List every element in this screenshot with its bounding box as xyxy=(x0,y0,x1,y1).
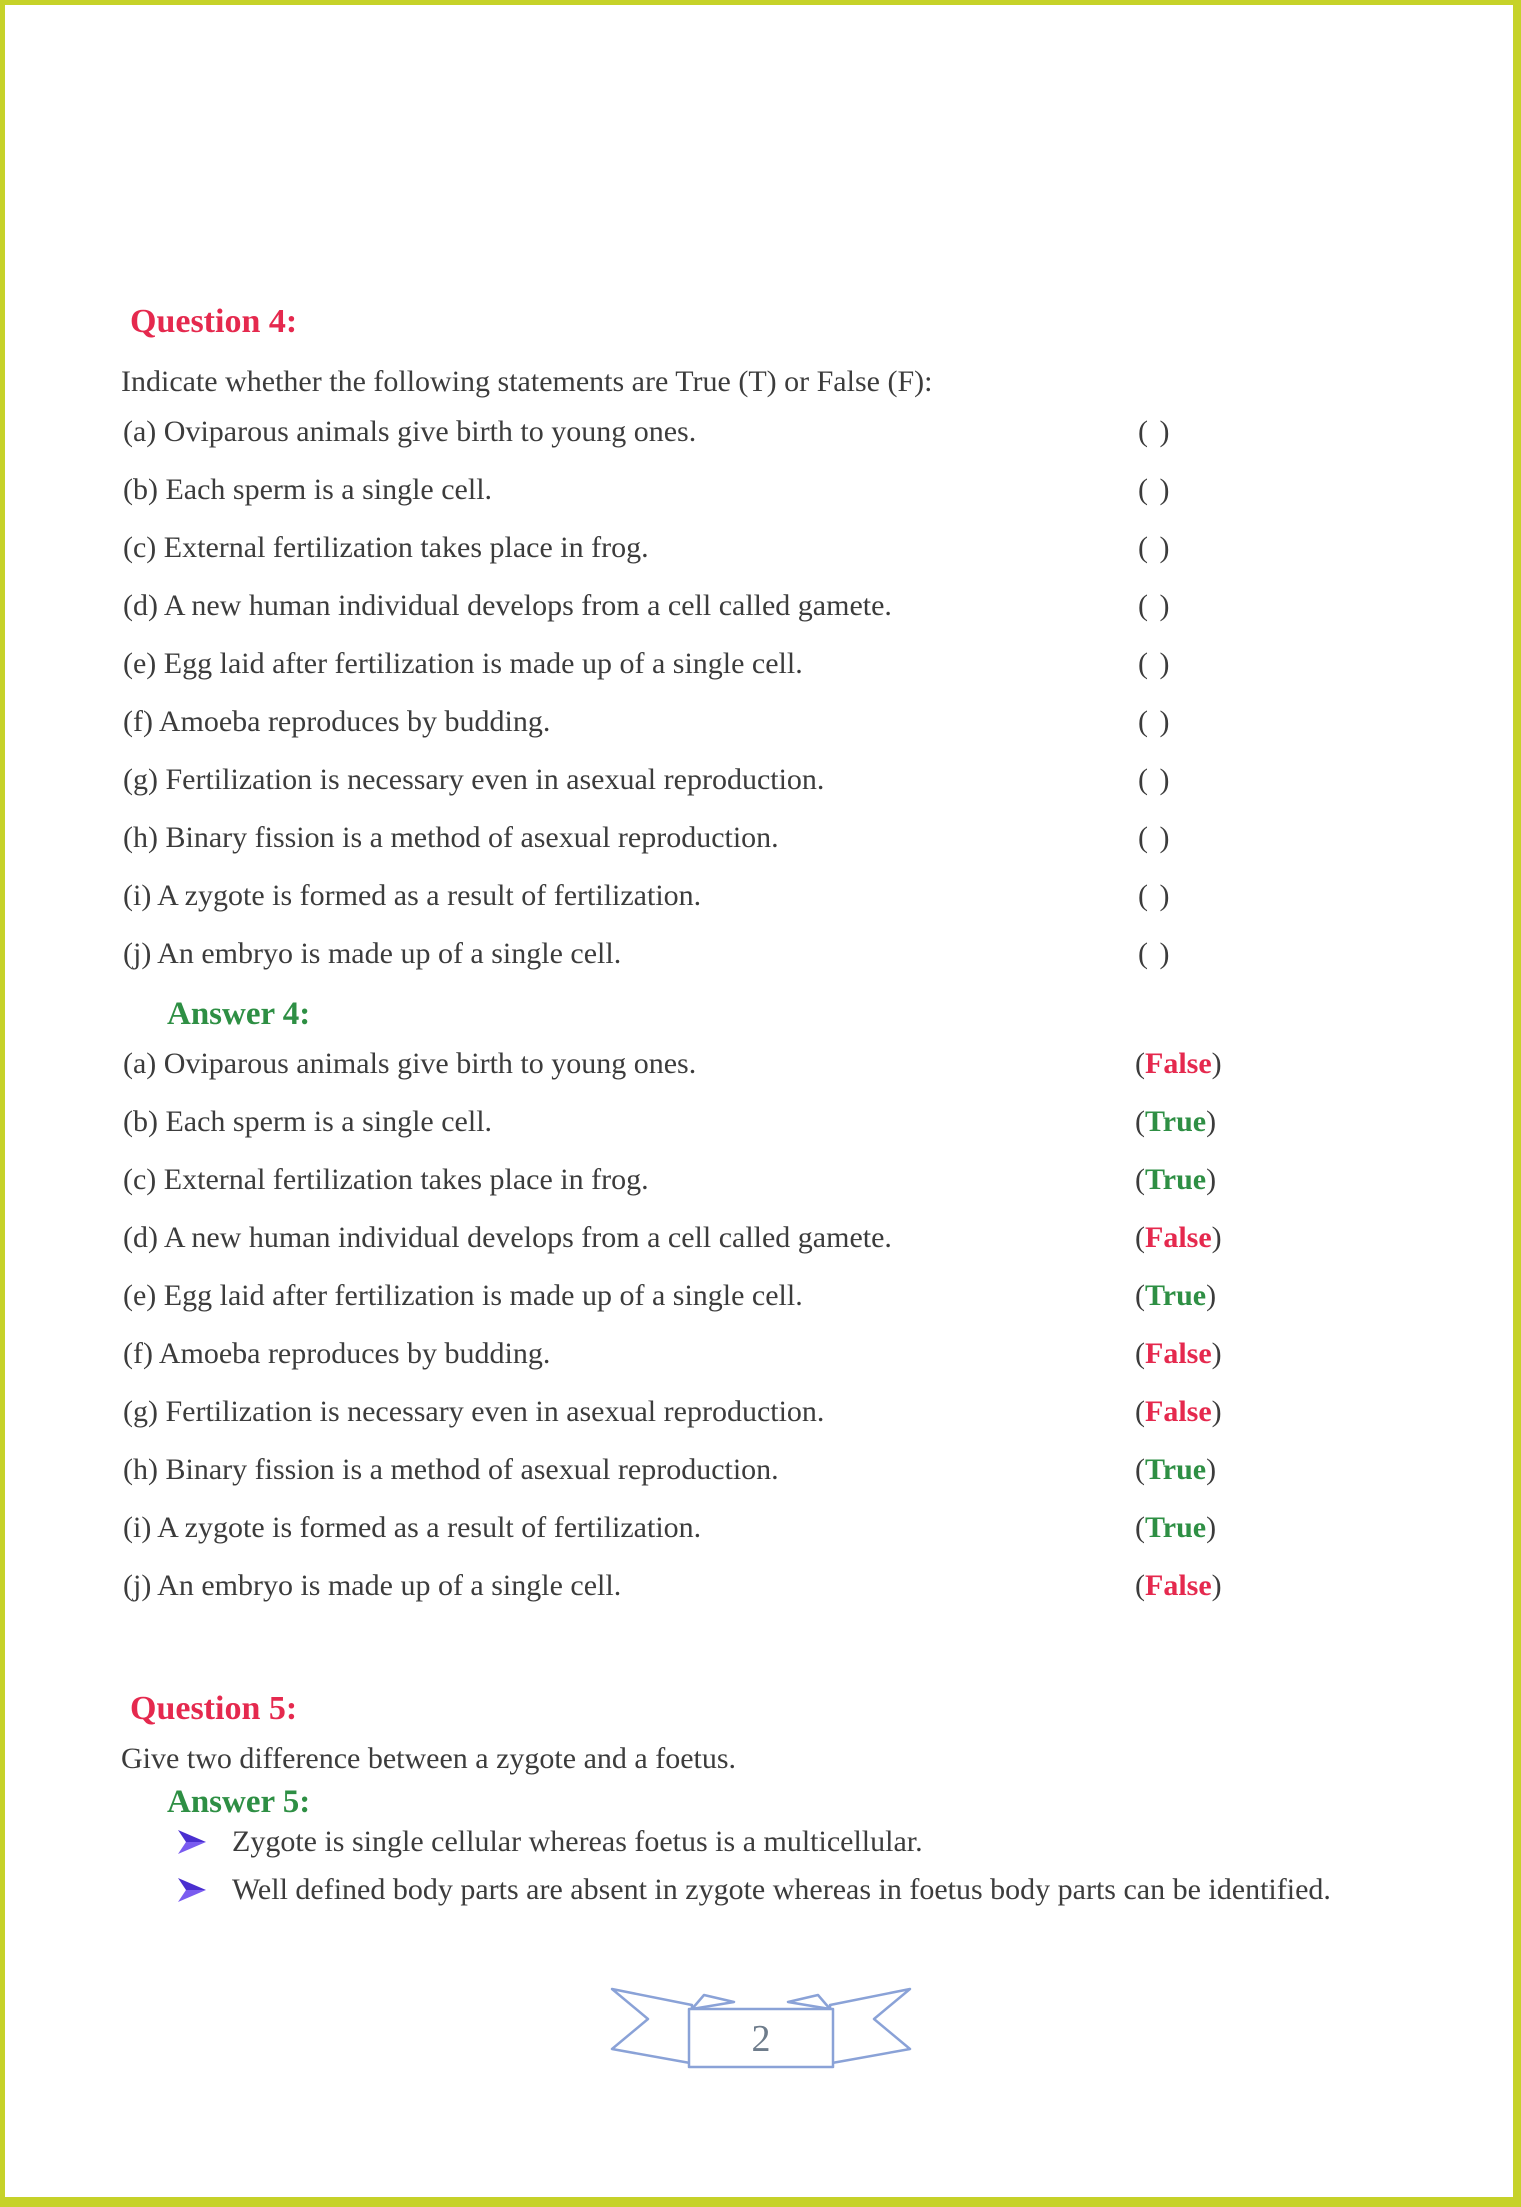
answer-value: (False) xyxy=(1135,1047,1222,1080)
answer4-title: Answer 4: xyxy=(167,996,311,1032)
answer-text: (d) A new human individual develops from… xyxy=(123,1221,892,1254)
blank-slot: ( ) xyxy=(1138,937,1172,970)
blank-slot: ( ) xyxy=(1138,879,1172,912)
arrowhead-right-icon xyxy=(178,1878,206,1902)
question5-body: Give two difference between a zygote and… xyxy=(121,1742,737,1775)
answer-text: (e) Egg laid after fertilization is made… xyxy=(123,1279,803,1312)
blank-slot: ( ) xyxy=(1138,589,1172,622)
statement-text: (a) Oviparous animals give birth to youn… xyxy=(123,415,697,448)
statement-text: (g) Fertilization is necessary even in a… xyxy=(123,763,825,796)
statement-text: (e) Egg laid after fertilization is made… xyxy=(123,647,803,680)
arrowhead-right-icon xyxy=(178,1830,206,1854)
blank-slot: ( ) xyxy=(1138,821,1172,854)
answer-value: (False) xyxy=(1135,1395,1222,1428)
answer-value: (False) xyxy=(1135,1337,1222,1370)
blank-slot: ( ) xyxy=(1138,473,1172,506)
answer-text: (c) External fertilization takes place i… xyxy=(123,1163,649,1196)
answer-row: (c) External fertilization takes place i… xyxy=(0,1160,1521,1202)
page-number-ribbon: 2 xyxy=(602,1983,920,2083)
answer-text: (h) Binary fission is a method of asexua… xyxy=(123,1453,779,1486)
statement-row: (a) Oviparous animals give birth to youn… xyxy=(0,412,1521,454)
answer-text: (a) Oviparous animals give birth to youn… xyxy=(123,1047,697,1080)
statement-row: (b) Each sperm is a single cell. ( ) xyxy=(0,470,1521,512)
blank-slot: ( ) xyxy=(1138,415,1172,448)
bullet-text: Well defined body parts are absent in zy… xyxy=(232,1873,1331,1906)
bullet-text: Zygote is single cellular whereas foetus… xyxy=(232,1825,923,1858)
answer-value: (True) xyxy=(1135,1453,1217,1486)
answer-row: (h) Binary fission is a method of asexua… xyxy=(0,1450,1521,1492)
statement-row: (h) Binary fission is a method of asexua… xyxy=(0,818,1521,860)
statement-row: (i) A zygote is formed as a result of fe… xyxy=(0,876,1521,918)
answer5-title: Answer 5: xyxy=(167,1784,311,1820)
question5-title: Question 5: xyxy=(130,1690,298,1727)
answer-row: (e) Egg laid after fertilization is made… xyxy=(0,1276,1521,1318)
answer-text: (f) Amoeba reproduces by budding. xyxy=(123,1337,551,1370)
statement-row: (c) External fertilization takes place i… xyxy=(0,528,1521,570)
ribbon-banner-icon: 2 xyxy=(610,1987,912,2069)
statement-text: (f) Amoeba reproduces by budding. xyxy=(123,705,551,738)
answer-row: (d) A new human individual develops from… xyxy=(0,1218,1521,1260)
answer-row: (a) Oviparous animals give birth to youn… xyxy=(0,1044,1521,1086)
statement-row: (g) Fertilization is necessary even in a… xyxy=(0,760,1521,802)
answer-value: (False) xyxy=(1135,1569,1222,1602)
answer-text: (b) Each sperm is a single cell. xyxy=(123,1105,493,1138)
blank-slot: ( ) xyxy=(1138,531,1172,564)
statement-text: (h) Binary fission is a method of asexua… xyxy=(123,821,779,854)
question4-intro: Indicate whether the following statement… xyxy=(121,365,933,398)
page-number: 2 xyxy=(752,2018,771,2060)
statement-row: (e) Egg laid after fertilization is made… xyxy=(0,644,1521,686)
answer-row: (g) Fertilization is necessary even in a… xyxy=(0,1392,1521,1434)
answer-row: (j) An embryo is made up of a single cel… xyxy=(0,1566,1521,1608)
bullet-item: Zygote is single cellular whereas foetus… xyxy=(0,1820,1512,1864)
answer-row: (i) A zygote is formed as a result of fe… xyxy=(0,1508,1521,1550)
answer-value: (True) xyxy=(1135,1511,1217,1544)
answer-value: (True) xyxy=(1135,1163,1217,1196)
answer-row: (f) Amoeba reproduces by budding. (False… xyxy=(0,1334,1521,1376)
answer-value: (True) xyxy=(1135,1105,1217,1138)
answer-value: (False) xyxy=(1135,1221,1222,1254)
bullet-item: Well defined body parts are absent in zy… xyxy=(0,1868,1512,1912)
blank-slot: ( ) xyxy=(1138,647,1172,680)
answer5-points: Zygote is single cellular whereas foetus… xyxy=(0,1820,1521,1916)
statement-text: (i) A zygote is formed as a result of fe… xyxy=(123,879,702,912)
blank-slot: ( ) xyxy=(1138,705,1172,738)
question4-title: Question 4: xyxy=(130,303,298,340)
statement-text: (j) An embryo is made up of a single cel… xyxy=(123,937,622,970)
answer-text: (j) An embryo is made up of a single cel… xyxy=(123,1569,622,1602)
answer-value: (True) xyxy=(1135,1279,1217,1312)
statement-text: (c) External fertilization takes place i… xyxy=(123,531,649,564)
statement-row: (d) A new human individual develops from… xyxy=(0,586,1521,628)
blank-slot: ( ) xyxy=(1138,763,1172,796)
statement-text: (b) Each sperm is a single cell. xyxy=(123,473,493,506)
answer-row: (b) Each sperm is a single cell. (True) xyxy=(0,1102,1521,1144)
statement-text: (d) A new human individual develops from… xyxy=(123,589,892,622)
answer-text: (i) A zygote is formed as a result of fe… xyxy=(123,1511,702,1544)
statement-row: (j) An embryo is made up of a single cel… xyxy=(0,934,1521,976)
answer-text: (g) Fertilization is necessary even in a… xyxy=(123,1395,825,1428)
statement-row: (f) Amoeba reproduces by budding. ( ) xyxy=(0,702,1521,744)
